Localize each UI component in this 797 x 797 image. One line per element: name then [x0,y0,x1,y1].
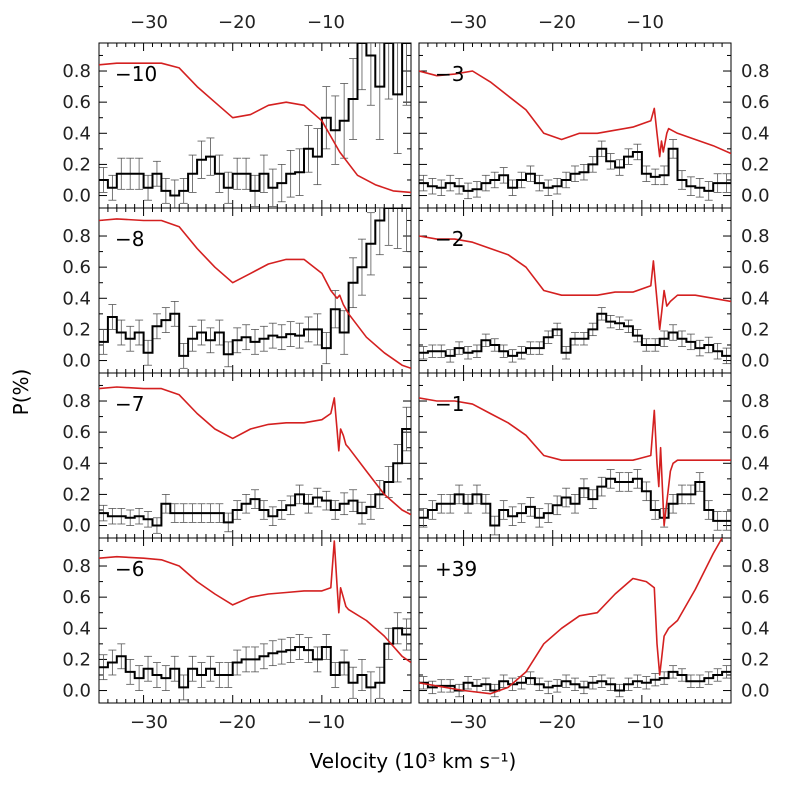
y-tick-label: 0.2 [62,319,91,340]
y-tick-label: 0.2 [62,484,91,505]
bottom-tick-label: −10 [626,712,664,733]
y-tick-label: 0.2 [741,649,770,670]
y-tick-label: 0.8 [741,61,770,82]
flux-spectrum-line [419,235,731,331]
panel-frame [98,537,412,704]
flux-spectrum-line [99,218,411,370]
flux-spectrum-line [419,70,731,158]
flux-spectrum-line [99,62,411,194]
flux-spectrum-line [99,540,411,664]
bottom-tick-label: −30 [449,712,487,733]
y-tick-label: 0.6 [62,422,91,443]
y-tick-label: 0.8 [62,391,91,412]
y-tick-label: 0.4 [62,123,91,144]
bottom-tick-label: −10 [307,712,345,733]
y-tick-label: 0.0 [62,351,91,372]
top-tick-label: −30 [449,12,487,33]
y-tick-label: 0.0 [62,681,91,702]
y-axis-title: P(%) [9,369,33,416]
y-tick-label: 0.0 [741,186,770,207]
y-tick-label: 0.0 [741,351,770,372]
y-tick-label: 0.6 [741,422,770,443]
y-tick-label: 0.2 [741,154,770,175]
y-tick-label: 0.8 [741,556,770,577]
top-tick-label: −20 [538,12,576,33]
flux-spectrum-line [419,397,731,527]
y-tick-label: 0.4 [741,123,770,144]
y-tick-label: 0.6 [741,257,770,278]
panels-layer: 0.00.20.40.60.8 −100.00.20.40.60.8−30.00.… [62,42,770,704]
panel-frame [418,207,732,374]
panel-plot-area [99,43,411,208]
y-tick-label: 0.2 [62,154,91,175]
polarization-histogram [419,477,731,527]
bottom-tick-label: −20 [538,712,576,733]
y-tick-label: 0.2 [741,484,770,505]
panel-epoch-label: −8 [115,227,144,251]
y-tick-label: 0.6 [62,92,91,113]
panel-plot-area [99,540,411,703]
y-tick-label: 0.8 [62,556,91,577]
y-tick-label: 0.0 [741,681,770,702]
panel-epoch-label: −1 [435,392,464,416]
panel-frame [418,537,732,704]
panel: 0.0 0.2 0.4 0.6 0.8 −10 [62,42,412,209]
top-tick-label: −30 [130,12,168,33]
y-tick-label: 0.4 [62,453,91,474]
panel-plot-area [99,386,411,534]
top-tick-label: −10 [307,12,345,33]
y-tick-label: 0.6 [741,587,770,608]
panel: 0.0 0.2 0.4 0.6 0.8 −6 [62,537,412,704]
y-tick-label: 0.4 [62,288,91,309]
y-tick-label: 0.6 [62,257,91,278]
y-tick-label: 0.0 [62,516,91,537]
panel-epoch-label: +39 [435,557,477,581]
bottom-tick-label: −20 [218,712,256,733]
polarization-histogram [419,147,731,192]
y-tick-label: 0.8 [741,391,770,412]
panel-plot-area [419,538,731,698]
y-tick-label: 0.8 [741,226,770,247]
y-tick-label: 0.2 [741,319,770,340]
y-tick-label: 0.2 [62,649,91,670]
polarization-histogram [99,627,411,689]
panel: 0.0 0.2 0.4 0.6 0.8 −2 [418,207,770,374]
polarization-histogram [99,43,411,197]
panel-epoch-label: −10 [115,62,157,86]
polarization-histogram [419,312,731,357]
y-tick-label: 0.0 [741,516,770,537]
y-tick-label: 0.4 [741,288,770,309]
y-tick-label: 0.6 [62,587,91,608]
polarization-histogram [99,428,411,527]
top-tick-label: −10 [626,12,664,33]
y-tick-label: 0.8 [62,226,91,247]
panel-plot-area [99,208,411,370]
x-axis-title: Velocity (10³ km s⁻¹) [310,749,517,773]
panel-epoch-label: −6 [115,557,144,581]
panel-plot-area [419,235,731,365]
y-tick-label: 0.4 [741,618,770,639]
y-tick-label: 0.6 [741,92,770,113]
top-tick-label: −20 [218,12,256,33]
flux-spectrum-line [419,538,723,695]
bottom-tick-label: −30 [130,712,168,733]
y-tick-label: 0.8 [62,61,91,82]
panel: 0.0 0.2 0.4 0.6 0.8 −7 [62,372,412,539]
panel-epoch-label: −2 [435,227,464,251]
panel-epoch-label: −3 [435,62,464,86]
panel: 0.0 0.2 0.4 0.6 0.8 −1 [418,372,770,539]
flux-spectrum-line [99,386,411,516]
y-tick-label: 0.0 [62,186,91,207]
panel-plot-area [419,397,731,536]
polarization-histogram [99,208,411,357]
panel-plot-area [419,70,731,201]
y-tick-label: 0.4 [62,618,91,639]
panel: 0.0 0.2 0.4 0.6 0.8 −3 [418,42,770,209]
panel: 0.0 0.2 0.4 0.6 0.8 −8 [62,207,412,374]
panel: 0.0 0.2 0.4 0.6 0.8 +39 [418,537,770,704]
y-tick-label: 0.4 [741,453,770,474]
polarization-histogram [419,670,731,692]
panel-epoch-label: −7 [115,392,144,416]
